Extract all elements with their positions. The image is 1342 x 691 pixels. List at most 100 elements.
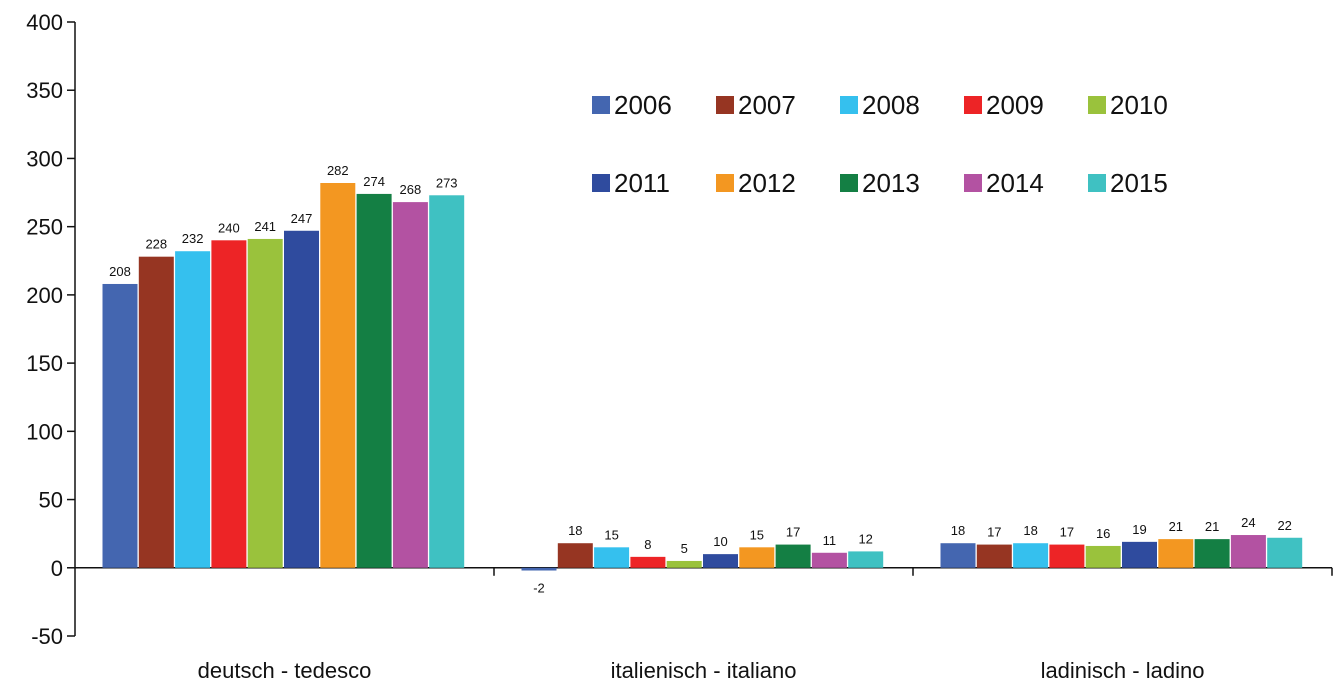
bar — [1230, 535, 1266, 568]
bar — [666, 560, 702, 568]
y-tick-label: 200 — [26, 283, 63, 308]
bar — [102, 283, 138, 568]
legend-swatch — [716, 174, 734, 192]
bar — [1158, 539, 1194, 568]
legend-label: 2014 — [986, 168, 1044, 198]
legend-item: 2009 — [964, 90, 1044, 120]
data-label: 18 — [951, 523, 965, 538]
data-label: 8 — [644, 537, 651, 552]
bar — [557, 543, 593, 568]
legend-swatch — [716, 96, 734, 114]
bars — [102, 183, 1303, 571]
y-tick-label: 50 — [39, 488, 63, 513]
y-tick-label: 350 — [26, 78, 63, 103]
data-label: -2 — [533, 581, 545, 596]
legend-label: 2008 — [862, 90, 920, 120]
y-tick-label: 300 — [26, 146, 63, 171]
bar — [521, 567, 557, 571]
legend: 2006 2007 2008 2009 2010 2011 2012 2013 2014 2015 — [592, 90, 1168, 198]
data-label: 274 — [363, 174, 385, 189]
bar — [138, 256, 174, 568]
legend-swatch — [964, 174, 982, 192]
legend-label: 2012 — [738, 168, 796, 198]
bar — [247, 238, 283, 568]
legend-swatch — [840, 174, 858, 192]
bar — [1085, 545, 1121, 568]
bar — [284, 230, 319, 568]
bar — [1267, 537, 1303, 568]
legend-item: 2015 — [1088, 168, 1168, 198]
legend-label: 2007 — [738, 90, 796, 120]
data-label: 15 — [750, 527, 764, 542]
data-label: 17 — [786, 525, 800, 540]
bar — [775, 544, 811, 568]
data-label: 15 — [604, 527, 618, 542]
legend-label: 2011 — [614, 168, 670, 198]
bar — [211, 240, 247, 568]
data-label: 17 — [987, 525, 1001, 540]
y-tick-label: 250 — [26, 215, 63, 240]
legend-item: 2014 — [964, 168, 1044, 198]
y-tick-label: -50 — [31, 624, 63, 649]
data-label: 16 — [1096, 526, 1110, 541]
bar — [429, 195, 465, 568]
legend-swatch — [964, 96, 982, 114]
data-label: 5 — [681, 541, 688, 556]
y-tick-label: 400 — [26, 10, 63, 35]
data-label: 241 — [254, 219, 276, 234]
bar — [1013, 543, 1049, 568]
bar — [392, 202, 428, 568]
bar — [940, 543, 976, 568]
legend-item: 2008 — [840, 90, 920, 120]
legend-label: 2010 — [1110, 90, 1168, 120]
legend-item: 2013 — [840, 168, 920, 198]
data-label: 17 — [1060, 525, 1074, 540]
data-label: 18 — [568, 523, 582, 538]
data-label: 11 — [823, 533, 837, 548]
data-label: 12 — [858, 531, 872, 546]
data-label: 240 — [218, 220, 240, 235]
data-label: 22 — [1277, 518, 1291, 533]
legend-item: 2010 — [1088, 90, 1168, 120]
x-category-label: italienisch - italiano — [611, 658, 797, 683]
data-label: 273 — [436, 175, 458, 190]
data-label: 21 — [1205, 519, 1219, 534]
data-label: 232 — [182, 231, 204, 246]
x-category-label: deutsch - tedesco — [198, 658, 372, 683]
legend-item: 2011 — [592, 168, 670, 198]
data-label: 21 — [1169, 519, 1183, 534]
bar — [739, 547, 775, 568]
legend-item: 2006 — [592, 90, 672, 120]
bar — [1122, 541, 1157, 568]
bar — [848, 551, 884, 568]
bar — [594, 547, 630, 568]
legend-swatch — [1088, 96, 1106, 114]
legend-item: 2007 — [716, 90, 796, 120]
data-label: 208 — [109, 264, 131, 279]
legend-swatch — [592, 96, 610, 114]
legend-swatch — [840, 96, 858, 114]
x-axis: deutsch - tedesco italienisch - italiano l… — [75, 567, 1333, 683]
data-label: 282 — [327, 163, 349, 178]
bar — [811, 552, 847, 568]
y-tick-label: 100 — [26, 419, 63, 444]
x-category-label: ladinisch - ladino — [1041, 658, 1205, 683]
legend-label: 2015 — [1110, 168, 1168, 198]
legend-label: 2006 — [614, 90, 672, 120]
y-tick-label: 150 — [26, 351, 63, 376]
legend-item: 2012 — [716, 168, 796, 198]
bar — [703, 554, 738, 568]
data-label: 247 — [291, 211, 313, 226]
bar — [356, 193, 392, 568]
data-label: 24 — [1241, 515, 1255, 530]
legend-swatch — [1088, 174, 1106, 192]
data-label: 10 — [713, 534, 727, 549]
bar — [320, 183, 356, 568]
y-tick-label: 0 — [51, 556, 63, 581]
bar — [976, 544, 1012, 568]
legend-label: 2013 — [862, 168, 920, 198]
data-label: 268 — [400, 182, 422, 197]
data-label: 228 — [145, 237, 167, 252]
bar — [1194, 539, 1230, 568]
